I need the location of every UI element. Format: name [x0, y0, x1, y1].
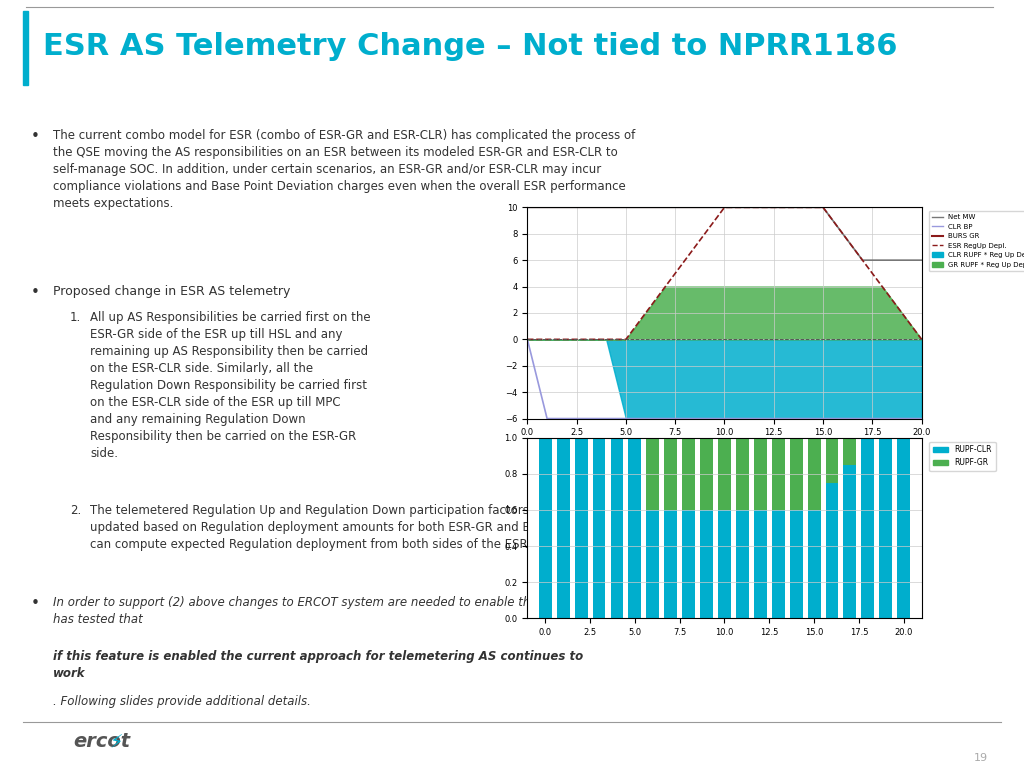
- Bar: [718, 438, 731, 510]
- Bar: [629, 438, 641, 618]
- Text: ESR AS Telemetry Change – Not tied to NPRR1186: ESR AS Telemetry Change – Not tied to NP…: [43, 31, 897, 61]
- Text: 19: 19: [974, 753, 988, 763]
- Text: •: •: [31, 129, 40, 144]
- Text: Proposed change in ESR AS telemetry: Proposed change in ESR AS telemetry: [53, 285, 291, 298]
- Bar: [646, 438, 659, 510]
- Bar: [736, 510, 749, 618]
- Bar: [574, 438, 588, 618]
- Text: •: •: [31, 596, 40, 611]
- Bar: [593, 438, 605, 618]
- Text: ercot: ercot: [74, 731, 131, 750]
- Bar: [772, 438, 784, 510]
- Bar: [718, 510, 731, 618]
- Bar: [808, 510, 820, 618]
- Bar: [808, 438, 820, 510]
- Bar: [557, 438, 569, 618]
- Text: ⚡: ⚡: [110, 733, 123, 752]
- Bar: [754, 438, 767, 510]
- Text: In order to support (2) above changes to ERCOT system are needed to enable this : In order to support (2) above changes to…: [53, 596, 634, 626]
- Bar: [646, 510, 659, 618]
- Bar: [825, 438, 839, 483]
- Bar: [880, 438, 892, 618]
- Bar: [861, 438, 874, 618]
- Bar: [897, 438, 910, 618]
- Bar: [682, 438, 695, 510]
- Bar: [736, 438, 749, 510]
- Text: if this feature is enabled the current approach for telemetering AS continues to: if this feature is enabled the current a…: [53, 650, 584, 680]
- Legend: Net MW, CLR BP, BURS GR, ESR RegUp Depl., CLR RUPF * Reg Up Depl, GR RUPF * Reg : Net MW, CLR BP, BURS GR, ESR RegUp Depl.…: [929, 211, 1024, 271]
- Bar: [700, 510, 713, 618]
- Bar: [790, 510, 803, 618]
- Bar: [844, 438, 856, 465]
- Legend: RUPF-CLR, RUPF-GR: RUPF-CLR, RUPF-GR: [930, 442, 996, 471]
- Bar: [700, 438, 713, 510]
- Bar: [825, 483, 839, 618]
- Bar: [665, 438, 677, 510]
- Bar: [790, 438, 803, 510]
- Text: The telemetered Regulation Up and Regulation Down participation factors are expe: The telemetered Regulation Up and Regula…: [90, 505, 660, 551]
- Text: 2.: 2.: [70, 505, 81, 518]
- Text: The current combo model for ESR (combo of ESR-GR and ESR-CLR) has complicated th: The current combo model for ESR (combo o…: [53, 129, 636, 210]
- Text: All up AS Responsibilities be carried first on the
ESR-GR side of the ESR up til: All up AS Responsibilities be carried fi…: [90, 311, 371, 460]
- Text: . Following slides provide additional details.: . Following slides provide additional de…: [53, 695, 311, 708]
- Bar: [665, 510, 677, 618]
- Text: 1.: 1.: [70, 311, 81, 324]
- Bar: [23, 11, 28, 84]
- Bar: [682, 510, 695, 618]
- Bar: [772, 510, 784, 618]
- Bar: [844, 465, 856, 618]
- Bar: [610, 438, 624, 618]
- Bar: [754, 510, 767, 618]
- Bar: [539, 438, 552, 618]
- Text: •: •: [31, 285, 40, 300]
